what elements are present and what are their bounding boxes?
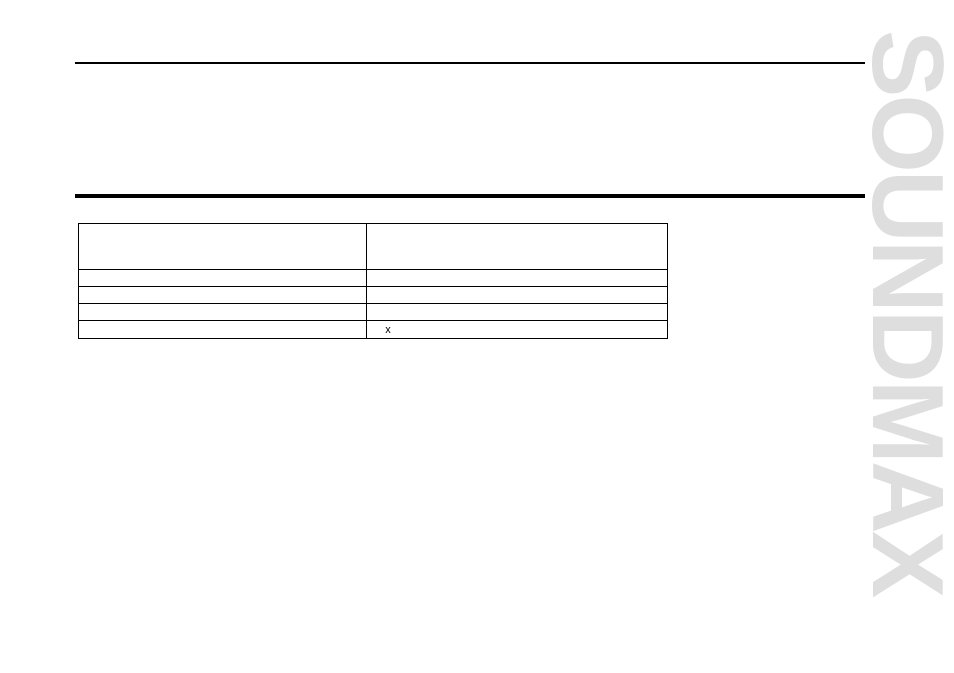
spec-cell (367, 304, 668, 321)
spec-cell (79, 304, 367, 321)
table-row (79, 287, 668, 304)
spec-cell: х (367, 321, 668, 339)
spec-cell (79, 224, 367, 270)
spec-cell (79, 287, 367, 304)
spec-cell (79, 270, 367, 287)
spec-cell (79, 321, 367, 339)
spec-cell (367, 270, 668, 287)
specifications-table: х (78, 223, 668, 339)
table-row (79, 224, 668, 270)
table-row (79, 270, 668, 287)
table-row (79, 304, 668, 321)
brand-watermark: SOUNDMAX (849, 30, 954, 595)
table-row: х (79, 321, 668, 339)
top-divider (75, 62, 865, 64)
spec-cell (367, 224, 668, 270)
spec-cell (367, 287, 668, 304)
section-divider (75, 194, 865, 198)
